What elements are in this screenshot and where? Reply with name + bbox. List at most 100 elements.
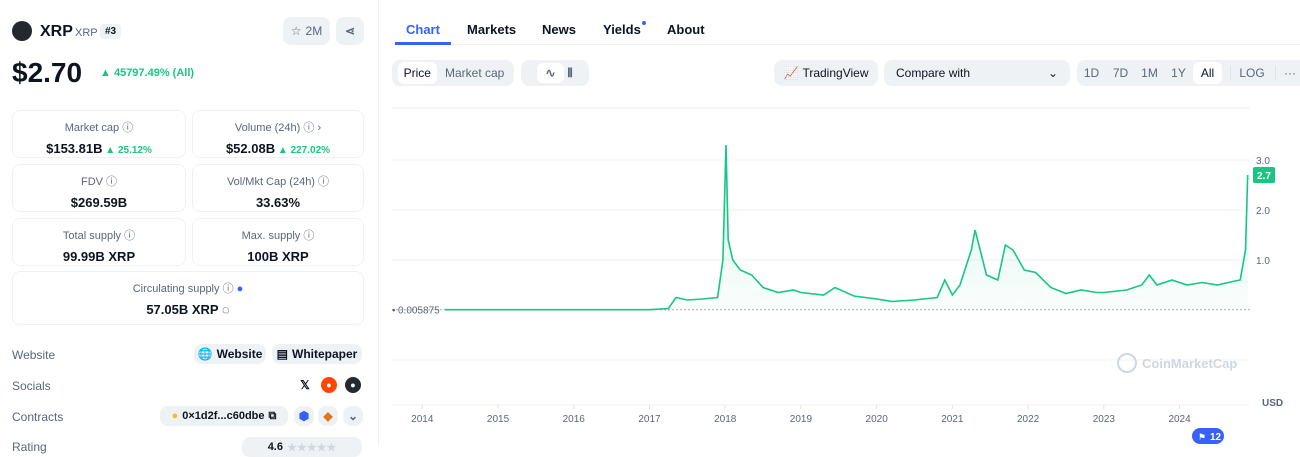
watermark-logo (1117, 353, 1137, 373)
metamask-icon[interactable]: ◆ (318, 406, 338, 426)
stat-label: FDV ⓘ (80, 176, 118, 188)
price-change: ▲ 45797.49% (All) (100, 67, 195, 79)
stat-box: Market cap ⓘ $153.81B ▲ 25.12% (12, 110, 186, 158)
stat-change-text: 227.02% (290, 145, 331, 156)
coin-icon (12, 21, 32, 41)
x-tick-label: 2015 (487, 414, 510, 425)
stat-value: 57.05B XRP ◌ (146, 302, 230, 317)
tab[interactable]: Markets (467, 22, 517, 37)
stat-label-text: FDV (80, 176, 103, 188)
new-dot (641, 21, 646, 25)
stat-value: 99.99B XRP (13, 249, 185, 264)
website-button[interactable]: 🌐 Website (194, 344, 266, 364)
stat-change-text: 25.12% (117, 145, 152, 156)
stat-box: Vol/Mkt Cap (24h) ⓘ 33.63% (192, 164, 364, 212)
range-option[interactable]: All (1193, 62, 1222, 84)
range-option[interactable]: 7D (1112, 66, 1129, 80)
range-option[interactable]: 1M (1141, 66, 1158, 80)
stat-change: ▲ 227.02% (275, 145, 331, 156)
current-price-label: 2.7 (1257, 171, 1271, 182)
y-tick-label: 1.0 (1256, 256, 1270, 267)
stat-label: Max. supply ⓘ (241, 230, 315, 242)
stat-label-text: Max. supply (241, 230, 301, 242)
row-label: Rating (12, 440, 47, 454)
stat-label-text: Vol/Mkt Cap (24h) (226, 176, 315, 188)
stat-label-text: Total supply (62, 230, 122, 242)
watchlist-count: 2M (305, 24, 323, 38)
stat-value: 100B XRP (193, 249, 363, 264)
stat-label-text: Circulating supply (132, 283, 220, 295)
range-toggle: 1D 7D 1M 1Y All LOG ··· (1077, 60, 1300, 86)
stat-value: 33.63% (193, 195, 363, 210)
coin-symbol: XRP (75, 27, 98, 39)
stat-value-text: $52.08B (225, 141, 276, 156)
stat-box: FDV ⓘ $269.59B (12, 164, 186, 212)
tab[interactable]: Yields (603, 21, 646, 37)
log-option[interactable]: LOG (1230, 66, 1269, 80)
flag-icon: ⚑ (1198, 432, 1206, 442)
x-tick-label: 2016 (563, 414, 586, 425)
tab[interactable]: About (667, 22, 705, 37)
tab[interactable]: Chart (406, 22, 440, 37)
stat-value: $153.81B ▲ 25.12% (13, 141, 185, 156)
rating: 4.6 ★★★★★ (242, 437, 362, 457)
price-option[interactable]: Price (397, 62, 437, 84)
button-text: TradingView (802, 66, 869, 80)
flag-badge (1192, 428, 1224, 444)
stat-label: Market cap ⓘ (64, 122, 134, 134)
watchlist-button[interactable]: ☆ 2M (283, 17, 330, 45)
compare-text: Compare with (896, 66, 971, 80)
x-tick-label: 2014 (411, 414, 434, 425)
github-icon[interactable]: ● (345, 377, 361, 393)
rank-badge: #3 (100, 24, 122, 39)
x-tick-label: 2023 (1093, 414, 1116, 425)
range-option[interactable]: 1D (1083, 66, 1100, 80)
stat-label-text: Market cap (64, 122, 120, 134)
tradingview-button[interactable]: 📈 TradingView (774, 60, 878, 86)
contract-button[interactable]: ● 0×1d2f...c60dbe ⧉ (160, 406, 288, 426)
button-text: Whitepaper (292, 347, 358, 361)
price-change-value: 45797.49% (All) (113, 67, 195, 79)
row-label: Socials (12, 379, 51, 393)
stat-label: Volume (24h) ⓘ › (234, 122, 322, 134)
contract-text: 0×1d2f...c60dbe (182, 410, 265, 422)
active-tab-indicator (395, 42, 451, 45)
page: XRP XRP #3 ☆ 2M ⋖ $2.70 ▲ 45797.49% (All… (12, 0, 1300, 457)
stat-value-text: $269.59B (70, 195, 128, 210)
share-button[interactable]: ⋖ (336, 17, 364, 45)
more-option[interactable]: ··· (1275, 66, 1296, 80)
stat-box: Max. supply ⓘ 100B XRP (192, 218, 364, 266)
stat-value-text: $153.81B (46, 141, 103, 156)
row-label: Contracts (12, 410, 64, 424)
stat-value-text: 100B XRP (247, 249, 309, 264)
y-tick-label: 2.0 (1256, 206, 1270, 217)
rating-value: 4.6 (267, 441, 283, 453)
x-tick-label: 2019 (790, 414, 813, 425)
chart: 1.0 2.0 3.0 2014 2015 2016 2017 2018 2019 2020 202… (392, 107, 1283, 444)
marketcap-option[interactable]: Market cap (444, 66, 505, 80)
stat-value-text: 57.05B XRP (146, 302, 219, 317)
x-tick-label: 2021 (941, 414, 964, 425)
tab[interactable]: News (542, 22, 576, 37)
range-option[interactable]: 1Y (1171, 66, 1186, 80)
reference-label: 0.005875 (398, 306, 440, 317)
stat-box: Volume (24h) ⓘ › $52.08B ▲ 227.02% (192, 110, 364, 158)
compare-select[interactable]: Compare with ⌄ (884, 60, 1070, 86)
watermark: CoinMarketCap (1142, 356, 1237, 371)
price-toggle: Price Market cap (392, 60, 514, 86)
wallet-icon[interactable]: ⬢ (294, 406, 314, 426)
chart-type-toggle[interactable]: ∿ ⫴ (521, 60, 589, 86)
stat-change: ▲ 25.12% (102, 145, 152, 156)
stat-label: Vol/Mkt Cap (24h) ⓘ (226, 176, 330, 188)
stat-value: $52.08B ▲ 227.02% (193, 141, 363, 156)
x-icon[interactable]: 𝕏 (300, 378, 310, 392)
stat-label: Circulating supply ⓘ ● (132, 283, 244, 295)
reference-bullet: • (392, 306, 396, 317)
coin-name: XRP (40, 23, 73, 40)
flag-count: 12 (1210, 432, 1222, 443)
whitepaper-button[interactable]: ▤ Whitepaper (272, 344, 362, 364)
price-line (445, 144, 1249, 311)
stat-label: Total supply ⓘ (62, 230, 136, 242)
expand-button[interactable]: ⌄ (343, 406, 363, 426)
reddit-icon[interactable]: ● (321, 377, 337, 393)
